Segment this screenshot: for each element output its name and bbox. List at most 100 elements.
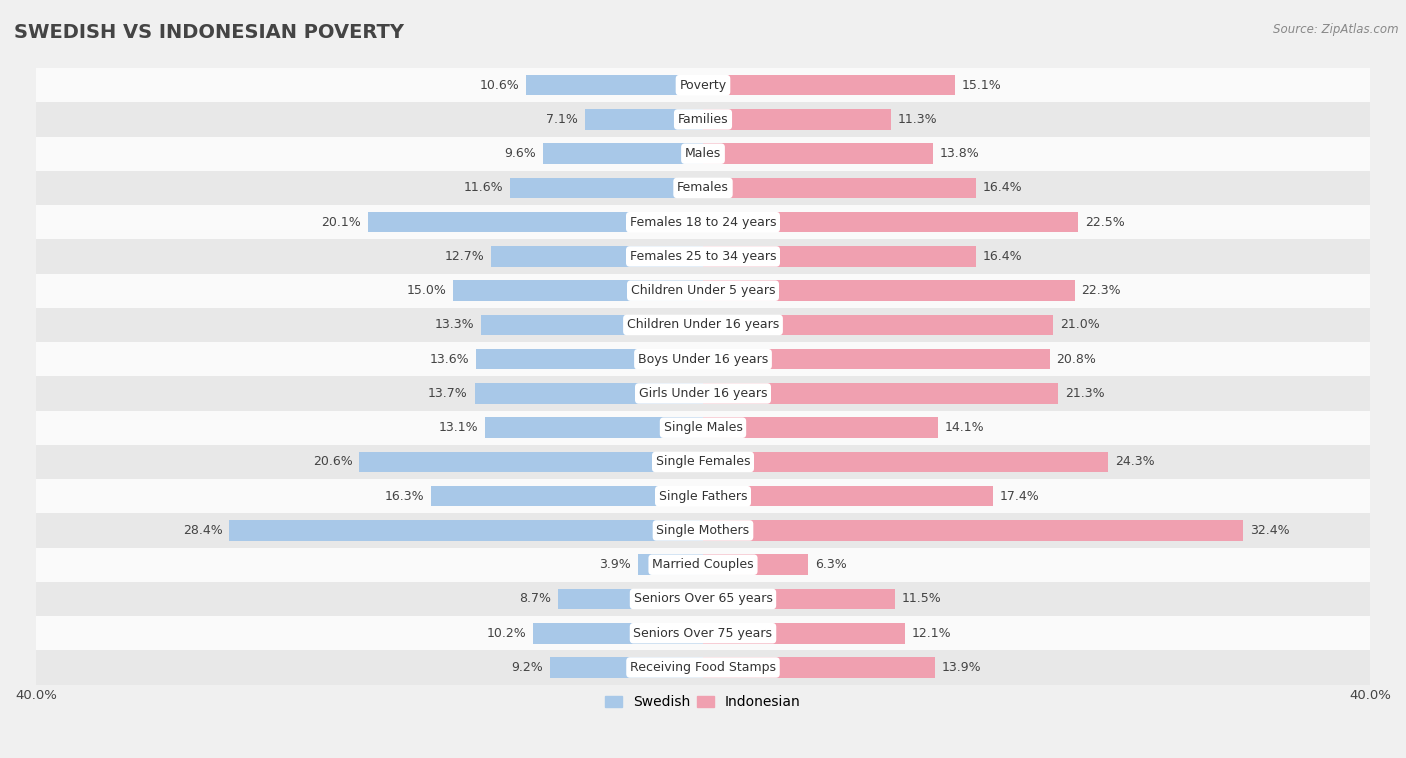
Text: 7.1%: 7.1% (546, 113, 578, 126)
Bar (37, 411, 1369, 445)
Bar (585, 109, 703, 130)
Text: 22.5%: 22.5% (1085, 216, 1125, 229)
Text: 17.4%: 17.4% (1000, 490, 1039, 503)
Text: 16.3%: 16.3% (385, 490, 425, 503)
Bar (432, 486, 703, 506)
Text: Families: Families (678, 113, 728, 126)
Bar (703, 623, 905, 644)
Text: 28.4%: 28.4% (183, 524, 222, 537)
Text: Males: Males (685, 147, 721, 160)
Bar (485, 418, 703, 438)
Text: 20.1%: 20.1% (322, 216, 361, 229)
Bar (37, 205, 1369, 240)
Bar (37, 513, 1369, 547)
Text: 13.7%: 13.7% (427, 387, 468, 400)
Bar (481, 315, 703, 335)
Bar (453, 280, 703, 301)
Text: 13.1%: 13.1% (439, 421, 478, 434)
Text: 12.1%: 12.1% (911, 627, 950, 640)
Text: Poverty: Poverty (679, 79, 727, 92)
Bar (491, 246, 703, 267)
Bar (37, 376, 1369, 411)
Bar (37, 616, 1369, 650)
Text: Single Fathers: Single Fathers (659, 490, 747, 503)
Text: 9.2%: 9.2% (512, 661, 543, 674)
Text: 11.3%: 11.3% (898, 113, 938, 126)
Text: Females 25 to 34 years: Females 25 to 34 years (630, 250, 776, 263)
Bar (509, 177, 703, 199)
Legend: Swedish, Indonesian: Swedish, Indonesian (600, 690, 806, 715)
Bar (526, 75, 703, 96)
Bar (703, 554, 808, 575)
Bar (703, 349, 1050, 369)
Bar (703, 75, 955, 96)
Bar (703, 246, 977, 267)
Text: SWEDISH VS INDONESIAN POVERTY: SWEDISH VS INDONESIAN POVERTY (14, 23, 404, 42)
Bar (703, 212, 1078, 233)
Text: Boys Under 16 years: Boys Under 16 years (638, 352, 768, 365)
Bar (703, 280, 1076, 301)
Text: Single Mothers: Single Mothers (657, 524, 749, 537)
Text: 16.4%: 16.4% (983, 250, 1022, 263)
Text: 13.9%: 13.9% (942, 661, 981, 674)
Bar (550, 657, 703, 678)
Text: 8.7%: 8.7% (519, 593, 551, 606)
Text: 10.6%: 10.6% (479, 79, 520, 92)
Bar (703, 486, 993, 506)
Text: 14.1%: 14.1% (945, 421, 984, 434)
Text: 12.7%: 12.7% (444, 250, 485, 263)
Text: 11.5%: 11.5% (901, 593, 941, 606)
Text: 24.3%: 24.3% (1115, 456, 1154, 468)
Text: Married Couples: Married Couples (652, 558, 754, 572)
Bar (360, 452, 703, 472)
Bar (37, 342, 1369, 376)
Bar (475, 384, 703, 404)
Text: 15.1%: 15.1% (962, 79, 1001, 92)
Bar (558, 589, 703, 609)
Bar (37, 240, 1369, 274)
Text: 20.6%: 20.6% (314, 456, 353, 468)
Bar (543, 143, 703, 164)
Text: 11.6%: 11.6% (463, 181, 503, 195)
Bar (37, 650, 1369, 684)
Bar (703, 452, 1108, 472)
Bar (229, 520, 703, 540)
Bar (37, 68, 1369, 102)
Text: Seniors Over 75 years: Seniors Over 75 years (634, 627, 772, 640)
Text: Females: Females (678, 181, 728, 195)
Text: Females 18 to 24 years: Females 18 to 24 years (630, 216, 776, 229)
Text: 16.4%: 16.4% (983, 181, 1022, 195)
Text: 32.4%: 32.4% (1250, 524, 1289, 537)
Bar (37, 274, 1369, 308)
Bar (703, 177, 977, 199)
Text: 15.0%: 15.0% (406, 284, 446, 297)
Text: Single Males: Single Males (664, 421, 742, 434)
Text: 22.3%: 22.3% (1081, 284, 1121, 297)
Text: Receiving Food Stamps: Receiving Food Stamps (630, 661, 776, 674)
Text: Children Under 5 years: Children Under 5 years (631, 284, 775, 297)
Bar (703, 315, 1053, 335)
Text: Children Under 16 years: Children Under 16 years (627, 318, 779, 331)
Text: Seniors Over 65 years: Seniors Over 65 years (634, 593, 772, 606)
Bar (533, 623, 703, 644)
Text: 13.8%: 13.8% (939, 147, 980, 160)
Text: 20.8%: 20.8% (1056, 352, 1097, 365)
Text: 21.3%: 21.3% (1064, 387, 1105, 400)
Bar (477, 349, 703, 369)
Bar (37, 171, 1369, 205)
Bar (37, 308, 1369, 342)
Text: 21.0%: 21.0% (1060, 318, 1099, 331)
Bar (368, 212, 703, 233)
Bar (703, 143, 934, 164)
Bar (37, 547, 1369, 582)
Bar (37, 582, 1369, 616)
Text: 13.6%: 13.6% (430, 352, 470, 365)
Bar (703, 657, 935, 678)
Bar (37, 102, 1369, 136)
Bar (37, 445, 1369, 479)
Bar (638, 554, 703, 575)
Bar (703, 418, 938, 438)
Text: Girls Under 16 years: Girls Under 16 years (638, 387, 768, 400)
Bar (703, 520, 1243, 540)
Bar (37, 479, 1369, 513)
